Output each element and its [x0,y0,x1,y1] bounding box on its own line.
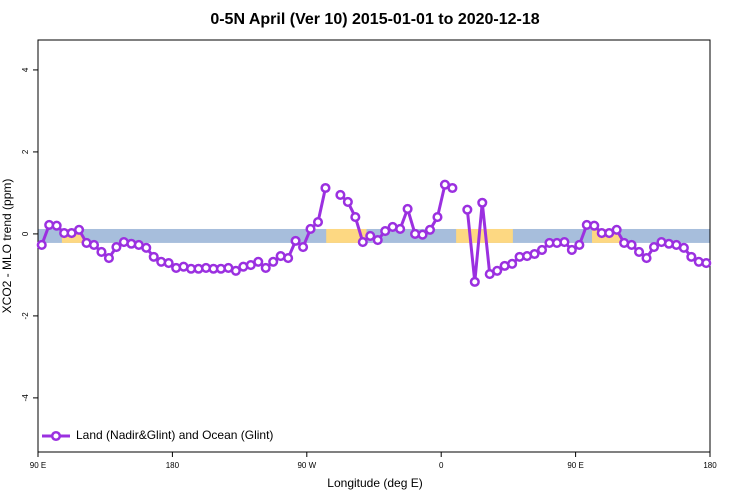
data-point [88,239,100,251]
data-point [529,248,540,260]
data-point [626,239,637,251]
y-tick-label: 0 [21,231,30,236]
data-point [103,253,114,264]
land-band [326,228,367,243]
legend-marker [50,430,62,442]
data-point [268,256,279,267]
data-point [230,265,241,276]
data-point [298,241,309,253]
data-point [648,241,660,253]
data-point [611,224,622,235]
data-point [686,251,697,262]
data-point [641,253,652,264]
chart-title: 0-5N April (Ver 10) 2015-01-01 to 2020-1… [210,11,539,28]
data-point [536,244,548,255]
x-tick-label: 90 E [30,461,46,470]
data-point [417,229,428,240]
data-point [492,265,503,276]
data-point [312,216,324,228]
data-point [701,257,712,269]
data-point [365,230,376,242]
y-tick-label: -2 [21,312,30,320]
data-point [253,256,264,267]
legend-label: Land (Nadir&Glint) and Ocean (Glint) [76,428,273,442]
data-point [96,246,107,257]
data-point [477,197,488,208]
x-tick-label: 180 [166,461,180,470]
data-point [111,241,122,253]
data-point [283,253,294,264]
data-point [148,251,159,262]
data-point [634,246,645,257]
data-point [424,224,436,235]
data-point [51,220,62,231]
data-point [342,196,353,207]
data-point [559,237,570,248]
data-point [402,203,413,214]
data-point [350,212,361,223]
data-point [432,212,443,223]
data-point [380,225,391,237]
data-point [372,235,383,246]
y-tick-label: 4 [21,67,30,72]
data-point [507,258,518,269]
data-point [335,189,346,201]
data-point [305,223,316,235]
data-point [469,276,480,287]
data-point [574,239,585,251]
x-tick-label: 180 [703,461,717,470]
data-point [589,220,600,231]
y-tick-label: -4 [21,394,30,402]
data-point [678,242,689,253]
data-point [320,182,331,194]
data-point [447,182,458,194]
data-point [462,204,473,215]
y-axis-title: XCO2 - MLO trend (ppm) [0,179,14,314]
x-tick-label: 0 [439,461,444,470]
data-point [74,224,85,235]
data-point [566,244,577,255]
x-axis-title: Longitude (deg E) [327,476,422,490]
data-point [141,242,152,253]
data-point [395,223,406,235]
data-point [163,257,174,269]
data-point [290,235,301,246]
data-point [36,239,47,251]
x-tick-label: 90 W [297,461,316,470]
y-tick-label: 2 [21,149,30,154]
data-point [260,262,271,273]
x-tick-label: 90 E [567,461,583,470]
data-point [357,237,368,248]
